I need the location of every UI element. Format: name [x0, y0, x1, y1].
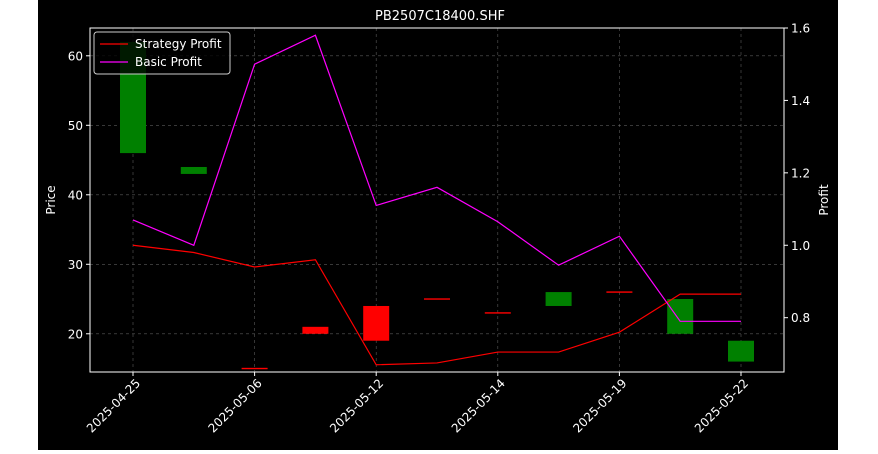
x-tick-label: 2025-05-19 — [570, 376, 629, 435]
y-axis-left: 20 30 40 50 60 — [68, 49, 90, 341]
y-tick-label-left: 30 — [68, 258, 83, 272]
y-tick-label-right: 1.0 — [791, 239, 810, 253]
x-axis: 2025-04-25 2025-05-06 2025-05-12 2025-05-14… — [84, 372, 751, 435]
candle — [545, 292, 572, 306]
basic-profit-line — [132, 34, 741, 322]
x-tick-label: 2025-05-12 — [327, 376, 386, 435]
x-tick-label: 2025-05-14 — [449, 376, 508, 435]
candle — [363, 305, 390, 341]
candle — [606, 291, 633, 293]
y-axis-label-left: Price — [44, 185, 58, 214]
y-axis-right: 0.8 1.0 1.2 1.4 1.6 — [784, 22, 810, 325]
plot-frame — [89, 27, 785, 373]
strategy-profit-line — [132, 244, 741, 366]
y-tick-label-right: 0.8 — [791, 311, 810, 325]
chart-title: PB2507C18400.SHF — [375, 9, 505, 24]
y-tick-label-left: 50 — [68, 119, 83, 133]
y-axis-label-right: Profit — [817, 184, 831, 216]
candlestick-chart: PB2507C18400.SHF 20 30 40 50 60 0.8 1.0 1.2 1.4… — [44, 9, 831, 435]
candle — [728, 340, 754, 362]
legend-box — [93, 31, 231, 75]
candle — [302, 326, 329, 334]
legend: Strategy Profit Basic Profit — [93, 31, 231, 75]
candle — [241, 367, 268, 370]
candle — [484, 312, 511, 314]
y-tick-label-left: 20 — [68, 327, 83, 341]
y-tick-label-left: 60 — [68, 49, 83, 63]
y-tick-label-right: 1.6 — [791, 22, 810, 36]
x-tick-label: 2025-05-06 — [206, 376, 265, 435]
candles — [120, 41, 754, 370]
candle — [667, 299, 694, 334]
candle — [424, 298, 450, 300]
y-tick-label-right: 1.2 — [791, 166, 810, 180]
legend-entry-strategy: Strategy Profit — [135, 37, 222, 51]
y-tick-label-right: 1.4 — [791, 94, 810, 108]
x-tick-label: 2025-04-25 — [84, 376, 143, 435]
x-tick-label: 2025-05-22 — [692, 376, 751, 435]
legend-entry-basic: Basic Profit — [135, 55, 202, 69]
candle — [180, 166, 207, 174]
y-tick-label-left: 40 — [68, 188, 83, 202]
profit-lines — [132, 34, 741, 366]
chart-figure: PB2507C18400.SHF 20 30 40 50 60 0.8 1.0 1.2 1.4… — [38, 0, 838, 450]
